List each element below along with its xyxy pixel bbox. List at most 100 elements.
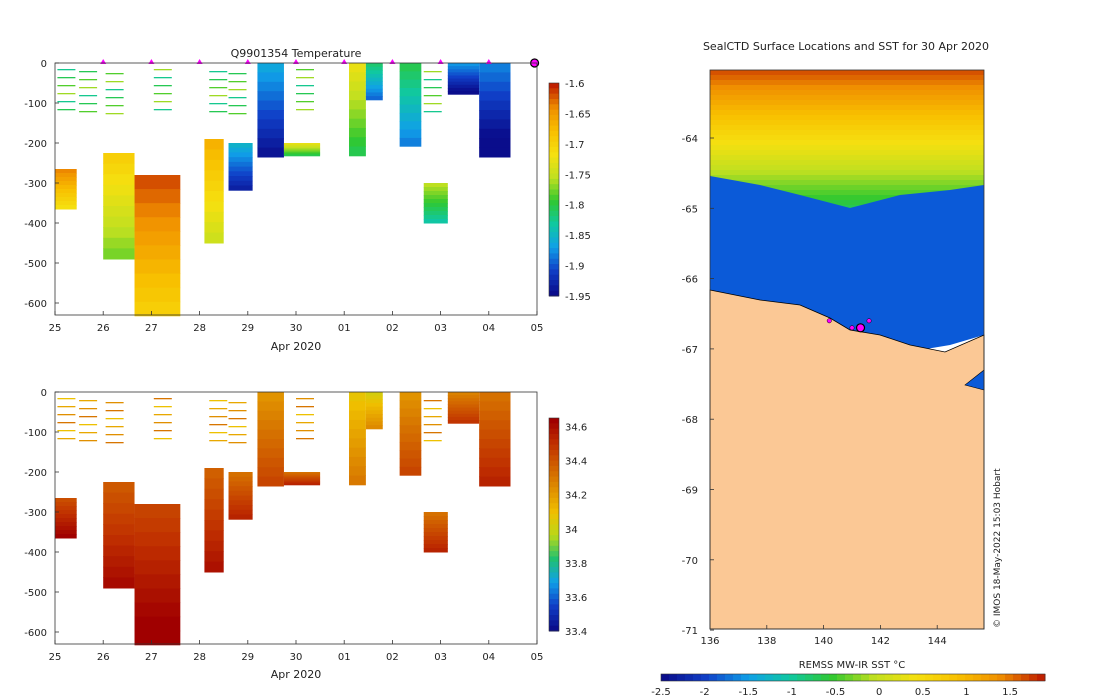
sst-colorbar-tick-label: 1 <box>963 687 969 698</box>
profile-7-segment <box>349 127 366 138</box>
profile-6-segment <box>283 154 321 157</box>
profile-2-segment <box>134 602 181 618</box>
profile-3-segment <box>204 191 224 202</box>
temperature-xlabel: Apr 2020 <box>271 340 322 353</box>
colorbar-segment <box>549 104 559 111</box>
y-tick-label: -500 <box>24 588 47 599</box>
profile-4-segment <box>228 505 253 511</box>
profile-6-segment <box>283 144 321 147</box>
surface-trace-line <box>57 406 76 408</box>
sst-row <box>710 110 984 116</box>
sst-colorbar-segment <box>989 674 998 681</box>
profile-6-segment <box>283 149 321 152</box>
lon-tick-label: 136 <box>700 636 719 647</box>
profile-5-segment <box>257 138 284 149</box>
profile-4-segment <box>228 490 253 497</box>
sst-row <box>710 120 984 126</box>
profile-3-segment <box>204 478 224 490</box>
profile-9-segment <box>399 71 422 81</box>
lat-tick-label: -71 <box>682 626 698 637</box>
profile-10-segment <box>423 540 448 545</box>
sst-colorbar-segment <box>981 674 990 681</box>
profile-5-segment <box>257 429 284 440</box>
profile-7-segment <box>349 63 366 73</box>
profile-4-segment <box>228 509 253 515</box>
colorbar-segment <box>549 285 559 292</box>
colorbar-segment <box>549 290 559 297</box>
sst-colorbar-segment <box>949 674 958 681</box>
profile-8-segment <box>365 410 383 415</box>
profile-10-segment <box>423 532 448 537</box>
surface-trace-line <box>209 111 228 113</box>
temperature-y-ticks: 0 -100 -200 -300 -400 -500 -600 <box>24 59 59 310</box>
profile-5-segment <box>257 128 284 139</box>
profile-6-segment <box>283 151 321 154</box>
profile-7-segment <box>349 118 366 129</box>
sst-colorbar-segment <box>701 674 710 681</box>
surface-trace-line <box>296 101 314 103</box>
sst-colorbar-segment <box>829 674 838 681</box>
x-tick-label: 30 <box>290 323 303 334</box>
lon-tick-label: 142 <box>871 636 890 647</box>
profile-4-segment <box>228 500 253 506</box>
x-tick-label: 05 <box>531 652 544 663</box>
profile-12-segment <box>479 476 511 487</box>
profile-7-segment <box>349 456 366 467</box>
colorbar-segment <box>549 492 559 499</box>
profile-9-segment <box>399 63 422 72</box>
profile-2-segment <box>134 588 181 604</box>
sst-map-panel: SealCTD Surface Locations and SST for 30… <box>651 40 1046 698</box>
profile-4-segment <box>228 152 253 158</box>
profile-0-segment <box>55 502 77 507</box>
x-tick-label: 04 <box>482 323 495 334</box>
surface-trace-line <box>153 406 172 408</box>
colorbar-segment <box>549 232 559 238</box>
profile-9-segment <box>399 87 422 97</box>
profile-10-segment <box>423 512 448 517</box>
profile-8-segment <box>365 96 383 101</box>
surface-trace-line <box>228 402 247 404</box>
sst-colorbar: -2.5 -2 -1.5 -1 -0.5 0 0.5 1 1.5 <box>651 673 1046 698</box>
profile-8-segment <box>365 425 383 430</box>
profile-3-segment <box>204 180 224 192</box>
y-tick-label: 0 <box>41 59 47 70</box>
profile-9-segment <box>399 392 422 401</box>
colorbar-segment <box>549 173 559 180</box>
profile-9-segment <box>399 400 422 410</box>
profile-12-segment <box>479 63 511 73</box>
sst-colorbar-segment <box>717 674 726 681</box>
profile-11-segment <box>447 66 480 70</box>
colorbar-segment <box>549 274 559 281</box>
x-tick-label: 25 <box>49 323 62 334</box>
profile-5-segment <box>257 457 284 468</box>
surface-trace-line <box>209 79 228 81</box>
profile-1-segment <box>103 524 135 536</box>
surface-trace-line <box>79 87 98 89</box>
sst-colorbar-segment <box>925 674 934 681</box>
profile-7-segment <box>349 109 366 120</box>
colorbar-segment <box>549 513 559 520</box>
colorbar-segment <box>549 556 559 563</box>
surface-trace-line <box>79 71 98 73</box>
profile-2-segment <box>134 546 181 561</box>
surface-trace-line <box>423 95 442 97</box>
y-tick-label: -200 <box>24 139 47 150</box>
sst-colorbar-segment <box>861 674 870 681</box>
profile-6-segment <box>283 480 321 483</box>
profile-7-segment <box>349 410 366 421</box>
profile-1-segment <box>103 153 135 165</box>
surface-trace-line <box>79 400 98 402</box>
profile-2-segment <box>134 301 181 317</box>
profile-3-segment <box>204 222 224 234</box>
colorbar-segment <box>549 455 559 462</box>
colorbar-tick-label: -1.7 <box>565 140 585 151</box>
profile-2-segment <box>134 217 181 232</box>
sst-colorbar-tick-label: -2 <box>700 687 710 698</box>
sst-colorbar-segment <box>885 674 894 681</box>
surface-trace-line <box>228 113 247 115</box>
profile-2-segment <box>134 287 181 303</box>
surface-trace-line <box>105 402 124 404</box>
profile-0-segment <box>55 506 77 511</box>
sst-colorbar-segment <box>869 674 878 681</box>
surface-trace-line <box>153 422 172 424</box>
